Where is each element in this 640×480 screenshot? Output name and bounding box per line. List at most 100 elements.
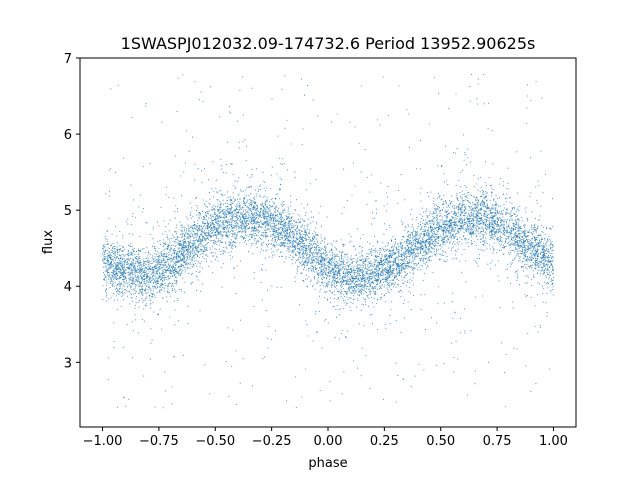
scatter-point: [231, 223, 233, 226]
scatter-point: [145, 292, 147, 294]
scatter-point: [397, 251, 399, 253]
scatter-point: [354, 293, 356, 295]
scatter-point: [266, 211, 268, 213]
scatter-point: [453, 217, 455, 219]
scatter-point: [304, 214, 306, 216]
scatter-point: [549, 238, 551, 240]
scatter-point: [483, 204, 485, 206]
scatter-point: [551, 253, 553, 255]
scatter-point: [166, 279, 168, 281]
scatter-point: [432, 244, 434, 246]
scatter-point: [201, 229, 203, 231]
scatter-point: [442, 227, 444, 229]
scatter-point: [191, 136, 194, 138]
scatter-point: [244, 237, 246, 239]
scatter-point: [542, 285, 544, 287]
scatter-point: [134, 307, 136, 309]
scatter-point: [435, 255, 437, 257]
scatter-point: [257, 235, 259, 237]
scatter-point: [241, 235, 243, 238]
scatter-point: [523, 242, 525, 244]
scatter-point: [383, 264, 385, 267]
scatter-point: [306, 278, 308, 280]
scatter-point: [163, 264, 166, 266]
scatter-point: [234, 215, 236, 218]
scatter-point: [373, 258, 376, 260]
scatter-point: [167, 244, 169, 246]
scatter-point: [217, 228, 219, 230]
scatter-point: [350, 286, 352, 288]
scatter-point: [470, 242, 472, 244]
scatter-point: [285, 236, 287, 238]
scatter-point: [163, 220, 165, 222]
scatter-point: [232, 244, 234, 246]
scatter-point: [240, 208, 242, 211]
scatter-point: [283, 230, 285, 233]
scatter-point: [309, 250, 311, 252]
scatter-point: [272, 230, 274, 232]
scatter-point: [317, 279, 319, 281]
scatter-point: [357, 289, 359, 291]
scatter-point: [133, 288, 135, 290]
scatter-point: [167, 223, 169, 225]
scatter-point: [362, 286, 364, 288]
scatter-point: [325, 270, 327, 272]
scatter-point: [295, 231, 297, 233]
scatter-point: [436, 230, 438, 232]
scatter-point: [451, 247, 453, 249]
scatter-point: [199, 271, 201, 273]
scatter-point: [362, 270, 364, 272]
scatter-point: [214, 259, 216, 261]
scatter-point: [163, 290, 165, 292]
scatter-point: [239, 382, 241, 384]
scatter-point: [314, 257, 316, 260]
scatter-point: [324, 270, 326, 272]
scatter-point: [287, 237, 289, 239]
scatter-point: [462, 226, 464, 228]
scatter-point: [328, 259, 330, 261]
scatter-point: [135, 269, 137, 271]
scatter-point: [145, 282, 147, 284]
scatter-point: [377, 265, 379, 267]
scatter-point: [370, 269, 372, 271]
scatter-point: [137, 275, 139, 277]
scatter-point: [517, 209, 519, 211]
scatter-point: [272, 220, 274, 223]
scatter-point: [323, 269, 325, 271]
scatter-point: [456, 242, 458, 244]
scatter-point: [336, 288, 338, 290]
scatter-point: [280, 219, 283, 221]
scatter-point: [483, 193, 485, 195]
scatter-point: [530, 99, 532, 102]
scatter-point: [351, 292, 353, 294]
scatter-point: [413, 263, 415, 265]
scatter-point: [194, 240, 196, 242]
scatter-point: [323, 265, 326, 267]
scatter-point: [312, 284, 314, 286]
scatter-point: [268, 205, 270, 207]
scatter-point: [408, 290, 410, 292]
scatter-point: [159, 286, 161, 288]
scatter-point: [273, 222, 275, 224]
scatter-point: [326, 251, 328, 253]
scatter-point: [524, 282, 526, 284]
scatter-point: [490, 262, 492, 264]
scatter-point: [320, 270, 322, 272]
scatter-point: [207, 213, 209, 215]
scatter-point: [450, 211, 452, 213]
scatter-point: [114, 277, 116, 279]
scatter-point: [210, 225, 212, 227]
scatter-point: [250, 186, 253, 188]
scatter-point: [124, 261, 127, 263]
scatter-point: [346, 280, 348, 283]
scatter-point: [343, 207, 345, 209]
scatter-point: [265, 237, 267, 239]
scatter-point: [149, 260, 151, 262]
scatter-point: [516, 244, 518, 246]
scatter-point: [284, 236, 286, 238]
scatter-point: [429, 210, 431, 212]
scatter-point: [213, 204, 215, 206]
scatter-point: [385, 270, 387, 272]
scatter-point: [176, 231, 178, 233]
scatter-point: [111, 249, 113, 252]
